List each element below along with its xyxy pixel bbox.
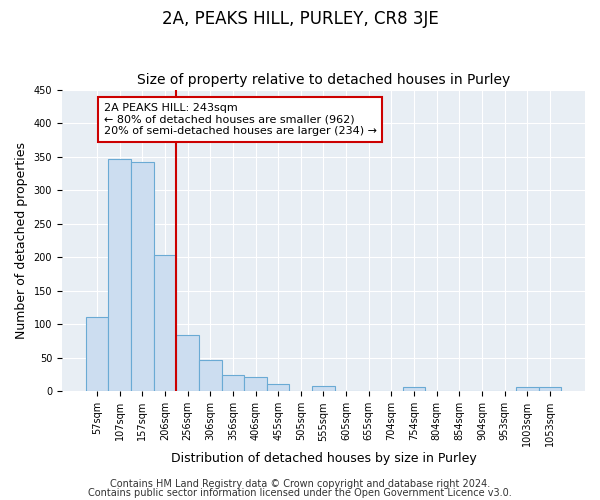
Text: Contains public sector information licensed under the Open Government Licence v3: Contains public sector information licen… <box>88 488 512 498</box>
Bar <box>539 386 561 392</box>
Bar <box>403 388 425 392</box>
Bar <box>154 254 176 392</box>
Bar <box>221 374 244 392</box>
X-axis label: Distribution of detached houses by size in Purley: Distribution of detached houses by size … <box>170 452 476 465</box>
Bar <box>131 162 154 392</box>
Text: 2A PEAKS HILL: 243sqm
← 80% of detached houses are smaller (962)
20% of semi-det: 2A PEAKS HILL: 243sqm ← 80% of detached … <box>104 103 377 136</box>
Text: 2A, PEAKS HILL, PURLEY, CR8 3JE: 2A, PEAKS HILL, PURLEY, CR8 3JE <box>161 10 439 28</box>
Bar <box>86 317 109 392</box>
Bar <box>244 378 267 392</box>
Y-axis label: Number of detached properties: Number of detached properties <box>15 142 28 339</box>
Bar <box>312 386 335 392</box>
Bar <box>199 360 221 392</box>
Text: Contains HM Land Registry data © Crown copyright and database right 2024.: Contains HM Land Registry data © Crown c… <box>110 479 490 489</box>
Bar <box>109 158 131 392</box>
Bar <box>516 386 539 392</box>
Title: Size of property relative to detached houses in Purley: Size of property relative to detached ho… <box>137 73 510 87</box>
Bar <box>267 384 289 392</box>
Bar <box>176 335 199 392</box>
